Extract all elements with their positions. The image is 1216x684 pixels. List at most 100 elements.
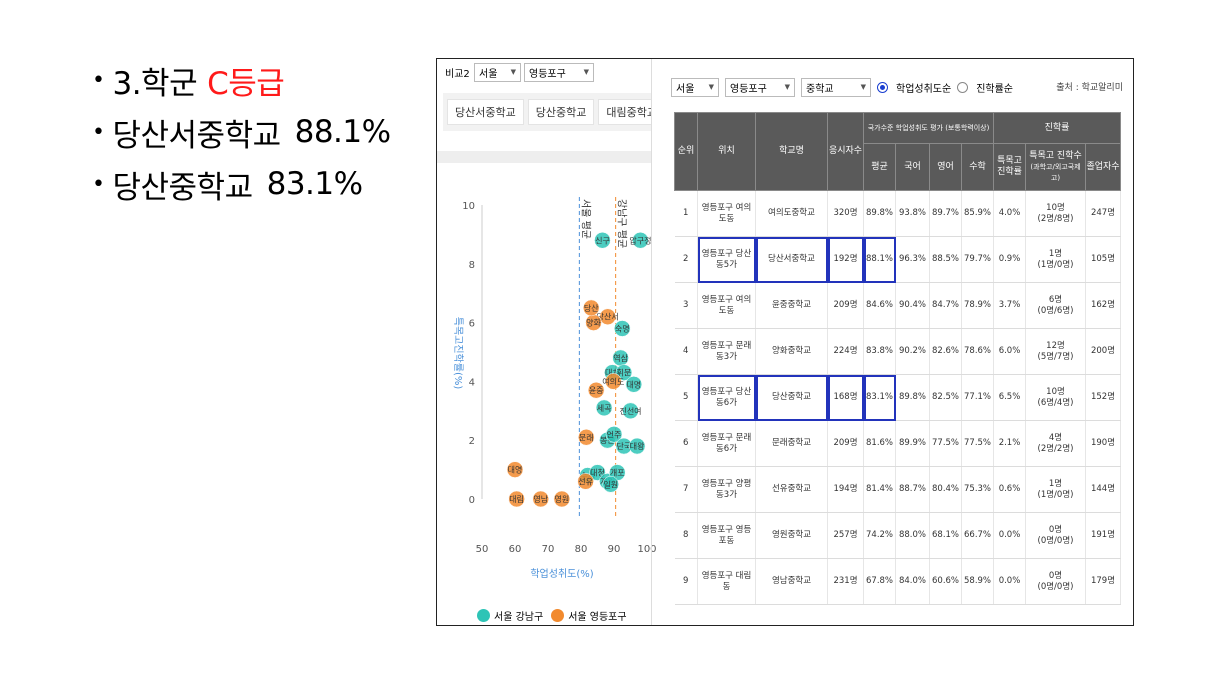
data-point-label: 언주 xyxy=(607,429,622,439)
x-tick-labels: 50 60 70 80 90 100 xyxy=(476,544,657,555)
header-korean[interactable]: 국어 xyxy=(895,143,930,191)
ranking-table-body: 1 영등포구 여의도동 여의도중학교 320명 89.8% 93.8% 89.7% 85.9%… xyxy=(674,190,1122,605)
data-point xyxy=(553,490,571,508)
district-select[interactable]: 영등포구 ▼ xyxy=(524,62,594,82)
cell-rank: 7 xyxy=(674,466,698,513)
table-row[interactable]: 9 영등포구 대림동 영남중학교 231명 67.8% 84.0% 60.6% 58.9% 0.… xyxy=(674,558,1122,605)
district-select-value: 영등포구 xyxy=(730,83,767,95)
data-point-label: 대영 xyxy=(508,465,523,475)
header-avg[interactable]: 평균 xyxy=(863,143,896,191)
data-point-label: 일원 xyxy=(603,480,618,489)
chart-legend: 서울 강남구 서울 영등포구 xyxy=(477,608,627,623)
data-point-label: 신구 xyxy=(595,236,610,245)
cell-school: 영남중학교 xyxy=(755,558,828,605)
cell-special-rate: 0.0% xyxy=(993,558,1026,605)
sort-radio-achievement-label[interactable]: 학업성취도순 xyxy=(896,83,952,95)
cell-special-rate: 6.5% xyxy=(993,374,1026,421)
sort-radio-progress-label[interactable]: 진학률순 xyxy=(976,83,1014,95)
cell-graduates: 162명 xyxy=(1085,282,1122,329)
cell-math: 77.5% xyxy=(961,420,994,467)
ranking-panel: 서울 ▼ 영등포구 ▼ 중학교 ▼ 학업성취도순 진학률순 출처 : 학교알리미 xyxy=(669,59,1133,625)
school-tab[interactable]: 당산서중학교 xyxy=(447,99,524,125)
sort-radio-achievement[interactable] xyxy=(877,81,888,93)
cell-avg: 89.8% xyxy=(863,190,896,237)
header-examinees[interactable]: 응시자수 xyxy=(827,112,864,191)
header-special-rate[interactable]: 특목고 진학률 xyxy=(993,143,1026,191)
cell-avg: 83.8% xyxy=(863,328,896,375)
cell-special-rate: 0.6% xyxy=(993,466,1026,513)
cell-special-count: 0명 (0명/0명) xyxy=(1025,512,1086,559)
header-graduates[interactable]: 졸업자수 xyxy=(1084,143,1122,191)
cell-avg: 67.8% xyxy=(863,558,896,605)
table-row[interactable]: 3 영등포구 여의도동 윤중중학교 209명 84.6% 90.4% 84.7% 78.9% 3… xyxy=(674,282,1122,329)
school-tab[interactable]: 대림중학교 xyxy=(598,99,651,125)
table-row[interactable]: 4 영등포구 문래동3가 양화중학교 224명 83.8% 90.2% 82.6% 78.6%… xyxy=(674,328,1122,375)
header-special-count-label: 특목고 진학수 xyxy=(1029,150,1082,161)
table-row[interactable]: 7 영등포구 양평동3가 선유중학교 194명 81.4% 88.7% 80.4% 75.3%… xyxy=(674,466,1122,513)
data-point xyxy=(605,426,623,443)
cell-rank: 6 xyxy=(674,420,698,467)
header-rank[interactable]: 순위 xyxy=(674,112,698,191)
level-select[interactable]: 중학교 ▼ xyxy=(801,77,871,97)
legend-label-yeongdeungpo[interactable]: 서울 영등포구 xyxy=(568,612,627,623)
header-school[interactable]: 학교명 xyxy=(755,112,828,191)
header-location[interactable]: 위치 xyxy=(697,112,756,191)
header-special-count[interactable]: 특목고 진학수 (과학고/외고국제고) xyxy=(1025,143,1086,191)
region-select[interactable]: 서울 ▼ xyxy=(474,62,521,82)
region-select[interactable]: 서울 ▼ xyxy=(671,77,719,97)
table-row[interactable]: 6 영등포구 문래동6가 문래중학교 209명 81.6% 89.9% 77.5% 77.5%… xyxy=(674,420,1122,467)
bullet-dangsan: • 당산중학교 83.1% xyxy=(92,158,391,210)
sort-radio-progress[interactable] xyxy=(957,81,969,93)
slide-bullet-list: • 3.학군 C등급 • 당산서중학교 88.1% • 당산중학교 83.1% xyxy=(92,54,391,210)
cell-special-count: 10명 (2명/8명) xyxy=(1025,190,1086,237)
special-count-value: 6명 xyxy=(1048,294,1063,305)
data-point-label: 당산서 xyxy=(597,312,619,322)
cell-english: 60.6% xyxy=(929,558,962,605)
header-english[interactable]: 영어 xyxy=(929,143,962,191)
y-tick-label: 8 xyxy=(469,260,475,271)
cell-graduates: 247명 xyxy=(1085,190,1122,237)
data-points: 신구압구정숙명역삼대치휘문대명세곡진선여봉은언주단국대왕수서대청개원개포일원당산… xyxy=(506,232,651,508)
table-row[interactable]: 8 영등포구 영등포동 영원중학교 257명 74.2% 88.0% 68.1% 66.7% 0… xyxy=(674,512,1122,559)
cell-examinees: 257명 xyxy=(827,512,864,559)
cell-special-count: 0명 (0명/0명) xyxy=(1025,558,1086,605)
special-count-breakdown: (1명/0명) xyxy=(1037,259,1074,270)
data-point xyxy=(508,490,525,508)
data-point-label: 휘문 xyxy=(617,368,632,378)
data-point-label: 여의도 xyxy=(602,376,624,386)
y-tick-label: 0 xyxy=(469,495,475,506)
bullet-number: 83.1% xyxy=(266,166,363,202)
cell-korean: 89.9% xyxy=(895,420,930,467)
cell-english: 77.5% xyxy=(929,420,962,467)
table-row-highlighted[interactable]: 5 영등포구 당산동6가 당산중학교 168명 83.1% 89.8% 82.5% 77.1%… xyxy=(674,374,1122,421)
legend-swatch-yeongdeungpo xyxy=(551,609,565,622)
cell-special-rate: 0.9% xyxy=(993,236,1026,283)
legend-label-gangnam[interactable]: 서울 강남구 xyxy=(494,612,544,623)
bullet-text: 당산중학교 xyxy=(112,169,253,206)
table-row[interactable]: 1 영등포구 여의도동 여의도중학교 320명 89.8% 93.8% 89.7% 85.9%… xyxy=(674,190,1122,237)
cell-location: 영등포구 영등포동 xyxy=(697,512,756,559)
school-tab[interactable]: 당산중학교 xyxy=(527,99,595,125)
cell-rank: 9 xyxy=(674,558,698,605)
scatter-chart: 0 2 4 6 8 10 50 60 70 80 90 100 서울 평균 강남구 평균 신구 압구정숙… xyxy=(452,197,657,580)
cell-english: 82.6% xyxy=(929,328,962,375)
cell-english: 82.5% xyxy=(929,374,962,421)
panel-divider xyxy=(437,151,652,163)
bullet-text: 3.학군 xyxy=(112,65,198,102)
header-national-assessment: 국가수준 학업성취도 평가 (보통학력이상) xyxy=(863,112,994,144)
data-point xyxy=(605,373,622,390)
filter-bar: 서울 ▼ 영등포구 ▼ 중학교 ▼ 학업성취도순 진학률순 xyxy=(671,75,1013,99)
cell-special-rate: 2.1% xyxy=(993,420,1026,467)
data-point-label: 영원 xyxy=(554,494,569,504)
cell-math: 78.9% xyxy=(961,282,994,329)
cell-english: 88.5% xyxy=(929,236,962,283)
data-point xyxy=(622,402,639,420)
table-row-highlighted[interactable]: 2 영등포구 당산동5가 당산서중학교 192명 88.1% 96.3% 88.5% 79.7… xyxy=(674,236,1122,283)
header-math[interactable]: 수학 xyxy=(961,143,994,191)
special-count-value: 1명 xyxy=(1048,248,1063,259)
cell-special-count: 10명 (6명/4명) xyxy=(1025,374,1086,421)
special-count-breakdown: (1명/0명) xyxy=(1037,489,1074,500)
cell-rank: 1 xyxy=(674,190,698,237)
district-select[interactable]: 영등포구 ▼ xyxy=(725,77,795,97)
cell-korean: 90.4% xyxy=(895,282,930,329)
